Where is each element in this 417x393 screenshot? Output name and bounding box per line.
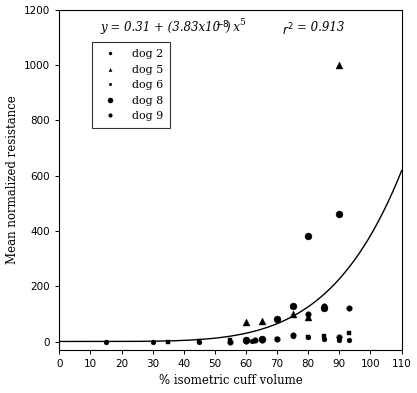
Point xyxy=(274,336,281,342)
Point xyxy=(305,233,311,240)
Point xyxy=(321,336,327,342)
Point xyxy=(258,318,265,324)
Point xyxy=(243,337,249,343)
Point xyxy=(258,336,265,342)
Point xyxy=(289,311,296,317)
Point xyxy=(289,333,296,339)
Legend: dog 2, dog 5, dog 6, dog 8, dog 9: dog 2, dog 5, dog 6, dog 8, dog 9 xyxy=(92,42,170,128)
Point xyxy=(243,319,249,325)
Point xyxy=(258,336,265,342)
Point xyxy=(321,303,327,309)
Point xyxy=(289,303,296,309)
Point xyxy=(243,337,249,343)
Point xyxy=(345,330,352,336)
Point xyxy=(305,311,311,317)
Point xyxy=(289,332,296,338)
Point xyxy=(243,337,249,343)
Point xyxy=(345,337,352,343)
X-axis label: % isometric cuff volume: % isometric cuff volume xyxy=(158,375,302,387)
Text: $r^2$: $r^2$ xyxy=(282,22,294,38)
Point xyxy=(227,338,234,345)
Text: 5: 5 xyxy=(239,18,244,27)
Point xyxy=(258,337,265,343)
Point xyxy=(243,338,249,344)
Point xyxy=(321,333,327,339)
Point xyxy=(258,336,265,342)
Y-axis label: Mean normalized resistance: Mean normalized resistance xyxy=(5,95,18,264)
Point xyxy=(336,337,343,343)
Point xyxy=(305,334,311,341)
Text: = 0.913: = 0.913 xyxy=(297,22,344,35)
Point xyxy=(336,62,343,68)
Text: y = 0.31 + (3.83x10: y = 0.31 + (3.83x10 xyxy=(100,22,221,35)
Point xyxy=(274,316,281,323)
Point xyxy=(274,336,281,342)
Point xyxy=(149,338,156,345)
Point xyxy=(345,305,352,312)
Point xyxy=(196,338,203,344)
Point xyxy=(103,338,109,345)
Point xyxy=(165,338,172,345)
Point xyxy=(305,334,311,341)
Point xyxy=(196,338,203,345)
Point xyxy=(227,337,234,343)
Point xyxy=(321,305,327,312)
Point xyxy=(249,338,256,344)
Point xyxy=(336,211,343,217)
Text: ) x: ) x xyxy=(225,22,240,35)
Text: $-8$: $-8$ xyxy=(215,18,230,29)
Point xyxy=(305,314,311,320)
Point xyxy=(252,337,259,343)
Point xyxy=(336,334,343,341)
